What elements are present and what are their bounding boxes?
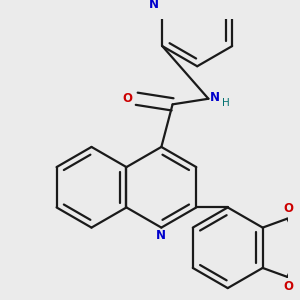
Text: O: O <box>284 280 293 293</box>
Text: H: H <box>222 98 230 108</box>
Text: N: N <box>156 229 167 242</box>
Text: N: N <box>209 91 220 104</box>
Text: O: O <box>122 92 132 105</box>
Text: O: O <box>284 202 293 215</box>
Text: N: N <box>149 0 159 11</box>
